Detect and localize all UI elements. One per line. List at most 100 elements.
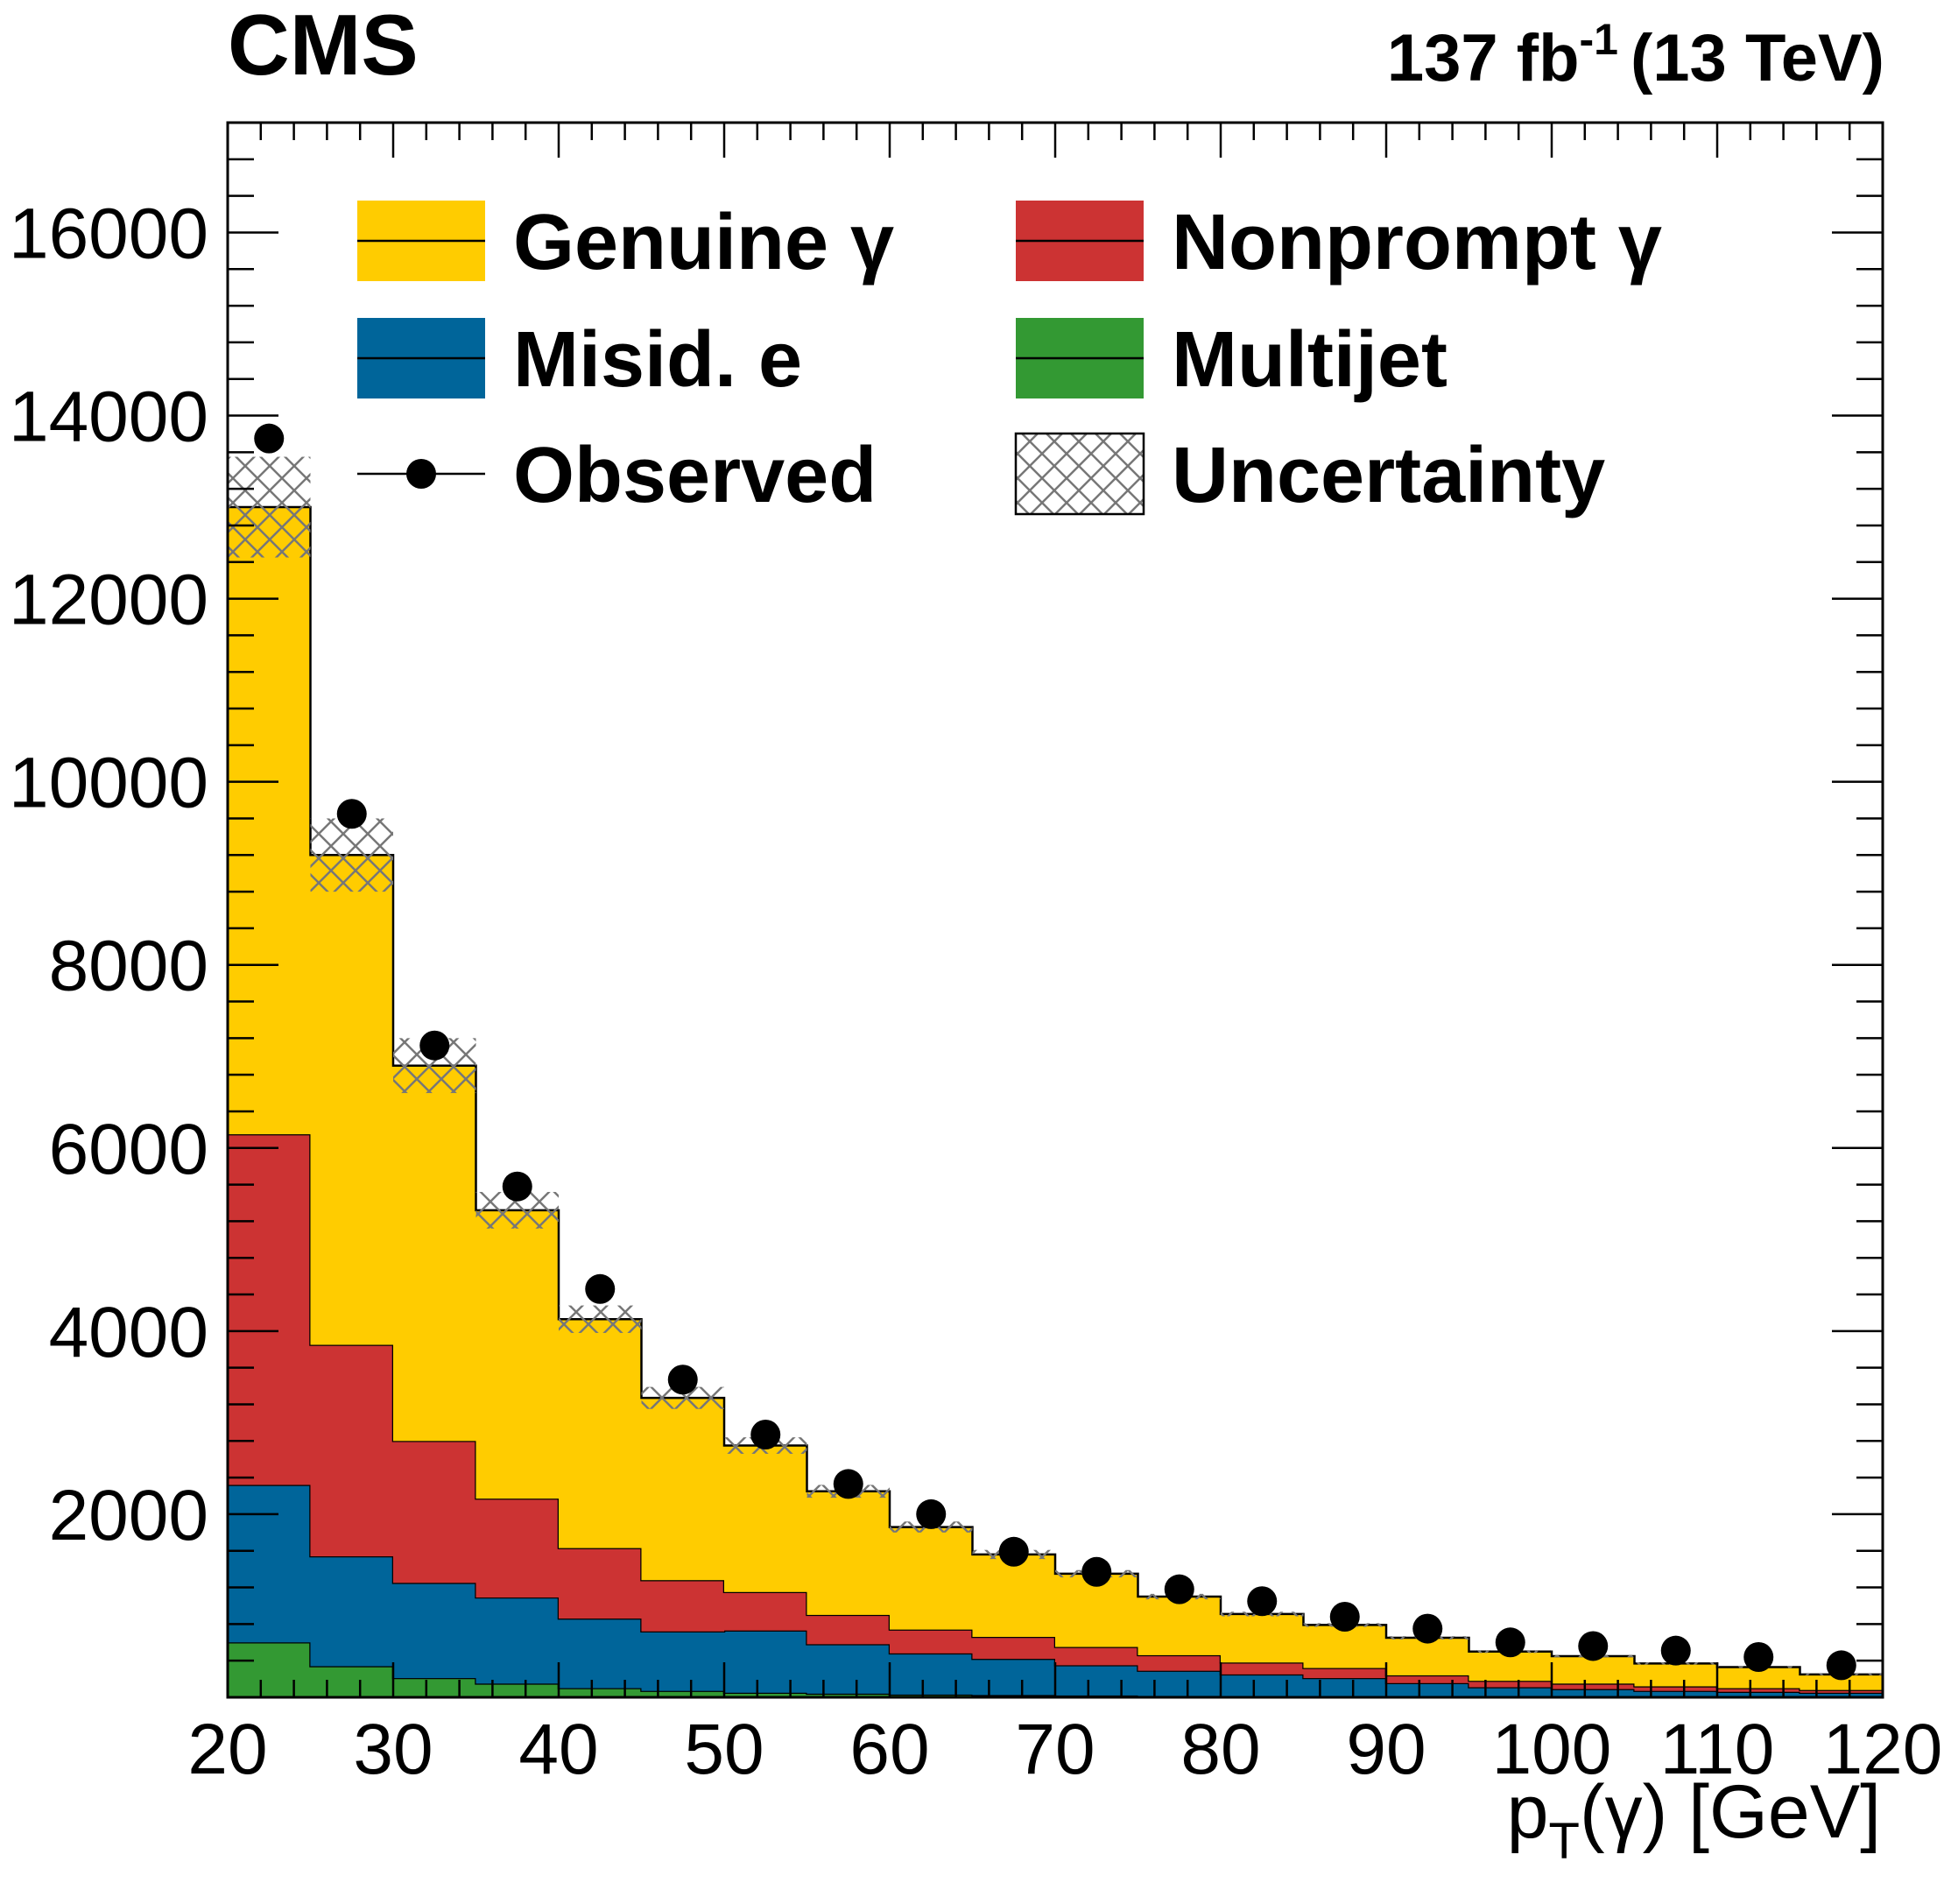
bar-misid-e-bin-17: [1634, 1690, 1717, 1697]
bar-multijet-bin-0: [228, 1642, 311, 1697]
bar-misid-e-bin-8: [890, 1653, 973, 1695]
y-tick-label-10000: 10000: [9, 744, 208, 823]
bar-genuine-bin-14: [1386, 1638, 1469, 1675]
y-tick-label-4000: 4000: [49, 1293, 208, 1372]
bar-nonprompt-bin-7: [806, 1614, 890, 1645]
x-tick-label-70: 70: [1015, 1710, 1095, 1789]
x-axis-label: pT(γ) [GeV]: [1507, 1770, 1881, 1870]
bar-misid-e-bin-18: [1717, 1691, 1800, 1697]
observed-point-8: [916, 1499, 947, 1529]
bar-misid-e-bin-14: [1386, 1682, 1469, 1697]
bar-genuine-bin-11: [1138, 1597, 1221, 1655]
legend-entry-uncertainty: Uncertainty: [1014, 432, 1605, 519]
bar-multijet-bin-6: [724, 1692, 807, 1697]
bar-nonprompt-bin-11: [1138, 1654, 1221, 1671]
observed-point-11: [1164, 1574, 1194, 1604]
observed-point-13: [1329, 1602, 1360, 1633]
bar-genuine-bin-9: [972, 1554, 1055, 1638]
bar-genuine-bin-4: [559, 1319, 642, 1548]
bar-misid-e-bin-10: [1055, 1665, 1138, 1696]
observed-point-5: [667, 1365, 698, 1395]
bar-multijet-bin-3: [475, 1683, 559, 1697]
observed-point-9: [998, 1536, 1029, 1567]
bar-genuine-bin-3: [475, 1209, 559, 1499]
bar-nonprompt-bin-5: [641, 1580, 724, 1632]
bar-genuine-bin-0: [228, 507, 311, 1135]
bar-nonprompt-bin-13: [1303, 1668, 1386, 1679]
bar-misid-e-bin-3: [475, 1597, 559, 1684]
bar-nonprompt-bin-0: [228, 1134, 311, 1485]
bar-nonprompt-bin-9: [972, 1637, 1055, 1660]
bar-genuine-bin-5: [641, 1398, 724, 1581]
x-tick-label-90: 90: [1346, 1710, 1426, 1789]
x-tick-label-40: 40: [518, 1710, 598, 1789]
legend-entry-genuine: Genuine γ: [357, 199, 894, 286]
legend-hatch-swatch: [1014, 432, 1145, 516]
bar-genuine-bin-19: [1800, 1674, 1883, 1690]
bar-misid-e-bin-11: [1138, 1670, 1221, 1696]
x-tick-label-30: 30: [353, 1710, 433, 1789]
bar-misid-e-bin-7: [806, 1644, 890, 1694]
observed-point-3: [502, 1171, 532, 1202]
bar-genuine-bin-6: [724, 1445, 807, 1592]
observed-point-2: [419, 1030, 450, 1061]
observed-point-10: [1081, 1556, 1112, 1587]
legend-label: Uncertainty: [1172, 432, 1605, 519]
x-tick-label-120: 120: [1823, 1710, 1943, 1789]
y-tick-label-16000: 16000: [9, 194, 208, 273]
bar-nonprompt-bin-17: [1634, 1686, 1717, 1691]
legend-entry-nonprompt: Nonprompt γ: [1016, 199, 1662, 286]
bar-nonprompt-bin-16: [1552, 1683, 1635, 1689]
bar-misid-e-bin-5: [641, 1631, 724, 1691]
bar-nonprompt-bin-18: [1717, 1688, 1800, 1692]
bar-misid-e-bin-0: [228, 1484, 311, 1643]
x-tick-label-50: 50: [684, 1710, 764, 1789]
x-tick-label-80: 80: [1180, 1710, 1260, 1789]
experiment-label: CMS: [228, 0, 419, 93]
bar-genuine-bin-17: [1634, 1663, 1717, 1687]
bar-multijet-bin-4: [559, 1688, 642, 1697]
luminosity-main: 137 fb: [1387, 21, 1580, 95]
x-axis-label-subscript: T: [1549, 1813, 1580, 1870]
bar-genuine-bin-13: [1303, 1625, 1386, 1668]
bar-nonprompt-bin-19: [1800, 1689, 1883, 1693]
bar-nonprompt-bin-4: [559, 1548, 642, 1619]
legend-label: Genuine γ: [513, 199, 894, 286]
legend-label: Nonprompt γ: [1172, 199, 1662, 286]
y-tick-label-8000: 8000: [49, 927, 208, 1006]
bar-multijet-bin-8: [890, 1694, 973, 1697]
bar-multijet-bin-7: [806, 1693, 890, 1697]
bar-misid-e-bin-12: [1221, 1674, 1304, 1696]
bar-genuine-bin-2: [393, 1065, 476, 1442]
bar-nonprompt-bin-2: [393, 1441, 476, 1583]
bar-nonprompt-bin-6: [724, 1591, 807, 1631]
x-tick-label-110: 110: [1660, 1710, 1775, 1789]
plot-area: 20 30 40 50 60 70 80 90 100 110 120 2000 4000 6000 800…: [9, 121, 1943, 1789]
observed-point-1: [336, 799, 367, 829]
bar-genuine-bin-12: [1221, 1613, 1304, 1663]
legend: Genuine γ Nonprompt γ Misid. e Multijet Obse…: [357, 199, 1662, 519]
observed-point-0: [254, 423, 285, 454]
legend-entry-multijet: Multijet: [1016, 316, 1447, 404]
legend-entry-misid-e: Misid. e: [357, 316, 802, 404]
uncertainty-band-bin-1: [310, 818, 393, 892]
observed-point-18: [1743, 1642, 1774, 1673]
legend-label: Misid. e: [513, 316, 802, 404]
observed-point-19: [1826, 1650, 1856, 1681]
uncertainty-band-bin-4: [559, 1305, 642, 1333]
x-axis-label-suffix: (γ) [GeV]: [1580, 1770, 1881, 1854]
bar-genuine-bin-1: [310, 855, 393, 1345]
observed-point-4: [585, 1273, 616, 1304]
bar-misid-e-bin-2: [393, 1583, 476, 1679]
bar-misid-e-bin-4: [559, 1618, 642, 1689]
bar-nonprompt-bin-12: [1221, 1662, 1304, 1675]
bar-misid-e-bin-1: [310, 1556, 393, 1667]
bar-misid-e-bin-6: [724, 1630, 807, 1693]
observed-point-7: [833, 1469, 863, 1499]
luminosity-suffix: (13 TeV): [1631, 21, 1884, 95]
legend-label: Observed: [513, 432, 877, 519]
luminosity-label: 137 fb-1 (13 TeV): [1387, 15, 1884, 95]
x-tick-label-60: 60: [849, 1710, 929, 1789]
bar-misid-e-bin-13: [1303, 1678, 1386, 1696]
